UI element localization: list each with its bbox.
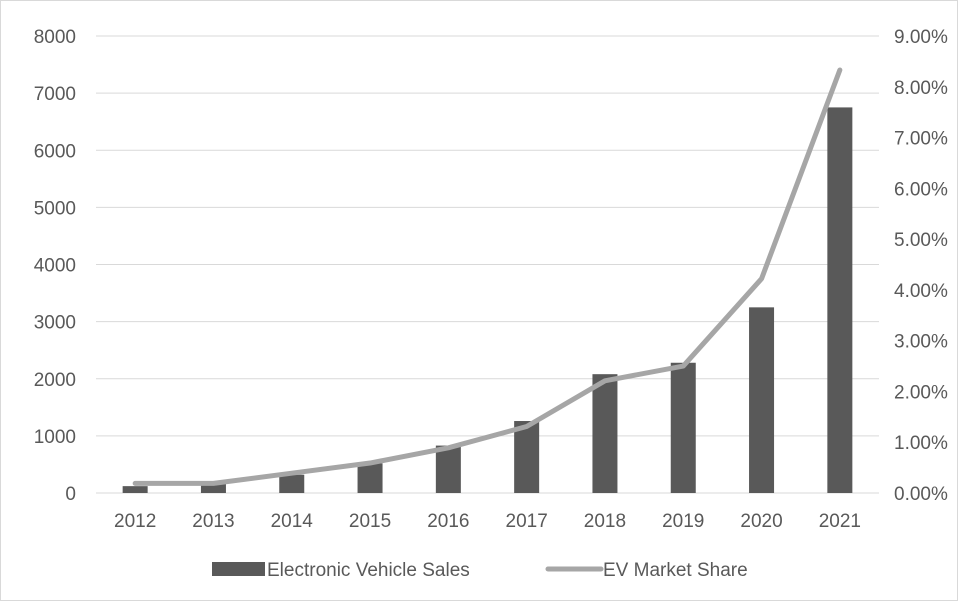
bar <box>436 446 461 493</box>
right-tick-label: 0.00% <box>894 484 948 505</box>
x-tick-label: 2019 <box>662 511 704 532</box>
right-tick-label: 1.00% <box>894 433 948 454</box>
left-tick-label: 0 <box>65 484 76 505</box>
x-tick-label: 2017 <box>506 511 548 532</box>
right-tick-label: 8.00% <box>894 78 948 99</box>
left-tick-label: 5000 <box>34 198 76 219</box>
right-tick-label: 5.00% <box>894 230 948 251</box>
x-tick-label: 2016 <box>427 511 469 532</box>
right-tick-label: 7.00% <box>894 129 948 150</box>
bar <box>827 107 852 493</box>
x-tick-label: 2018 <box>584 511 626 532</box>
x-tick-label: 2014 <box>271 511 314 532</box>
right-tick-label: 3.00% <box>894 332 948 353</box>
x-axis: 2012 2013 2014 2015 2016 2017 2018 2019 2020 2021 <box>114 511 861 532</box>
x-tick-label: 2021 <box>819 511 861 532</box>
left-tick-label: 6000 <box>34 141 76 162</box>
x-tick-label: 2013 <box>192 511 234 532</box>
market-share-line <box>135 70 840 483</box>
left-tick-label: 4000 <box>34 256 76 277</box>
x-tick-label: 2015 <box>349 511 391 532</box>
bar <box>749 307 774 493</box>
left-tick-label: 7000 <box>34 84 76 105</box>
bar <box>514 421 539 493</box>
right-tick-label: 4.00% <box>894 281 948 302</box>
right-tick-label: 9.00% <box>894 27 948 48</box>
left-tick-label: 8000 <box>34 27 76 48</box>
legend-label-bars: Electronic Vehicle Sales <box>267 560 470 581</box>
legend-swatch-bars <box>212 562 265 576</box>
left-tick-label: 3000 <box>34 313 76 334</box>
left-axis: 0 1000 2000 3000 4000 5000 6000 7000 8000 <box>34 27 76 505</box>
x-tick-label: 2012 <box>114 511 156 532</box>
right-axis: 0.00% 1.00% 2.00% 3.00% 4.00% 5.00% 6.00% 7.00%… <box>894 27 948 505</box>
x-tick-label: 2020 <box>740 511 782 532</box>
bar <box>279 475 304 493</box>
line-series <box>135 70 840 484</box>
legend-label-line: EV Market Share <box>603 560 748 581</box>
left-tick-label: 1000 <box>34 427 76 448</box>
right-tick-label: 6.00% <box>894 179 948 200</box>
bar <box>123 486 148 493</box>
bar <box>358 463 383 493</box>
right-tick-label: 2.00% <box>894 382 948 403</box>
legend: Electronic Vehicle Sales EV Market Share <box>212 560 748 581</box>
bar <box>592 374 617 493</box>
bar <box>671 363 696 493</box>
left-tick-label: 2000 <box>34 370 76 391</box>
